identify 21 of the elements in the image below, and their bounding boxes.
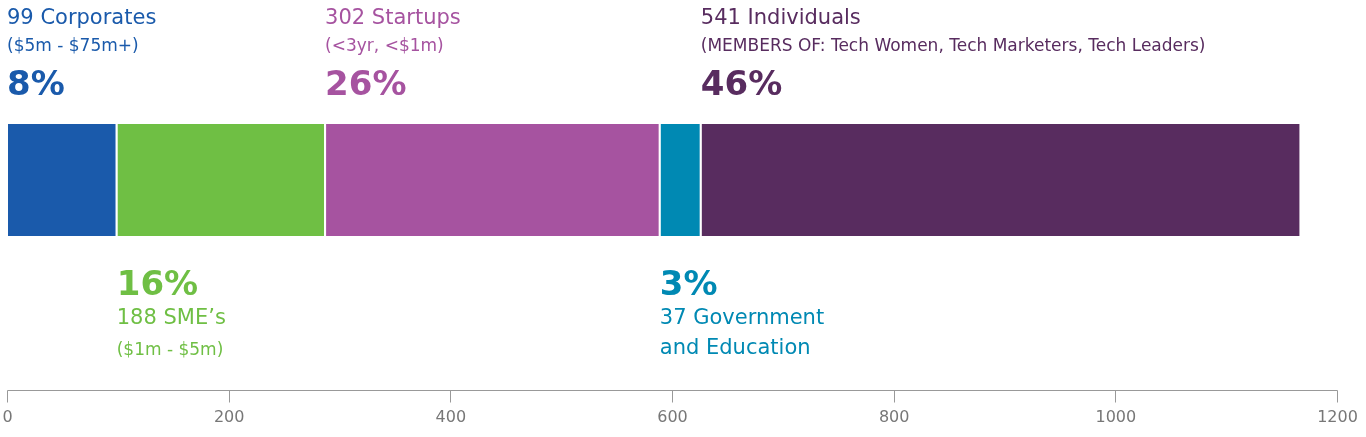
text: ($1m - $5m) <box>116 339 224 359</box>
x-tick-label: 1000 <box>1095 406 1137 426</box>
text: 8% <box>7 63 65 103</box>
text: 99 Corporates <box>7 5 157 29</box>
text: ($5m - $75m+) <box>7 35 139 55</box>
x-tick-label: 600 <box>657 406 688 426</box>
x-tick-label: 0 <box>2 406 13 426</box>
x-tick-label: 800 <box>878 406 910 426</box>
text: 46% <box>700 63 783 103</box>
x-tick-label: 200 <box>213 406 245 426</box>
text: (<3yr, <$1m) <box>325 35 444 55</box>
text: 541 Individuals <box>700 5 861 29</box>
text: 16% <box>116 263 199 303</box>
text: 3% <box>659 263 718 303</box>
text: 37 Government and Education <box>659 305 825 359</box>
text: 26% <box>325 63 407 103</box>
text: 302 Startups <box>325 5 461 29</box>
x-tick-label: 400 <box>435 406 467 426</box>
text: 188 SME’s <box>116 305 226 329</box>
text: (MEMBERS OF: Tech Women, Tech Marketers, Tech Leaders) <box>700 35 1206 55</box>
x-tick-label: 1200 <box>1317 406 1358 426</box>
